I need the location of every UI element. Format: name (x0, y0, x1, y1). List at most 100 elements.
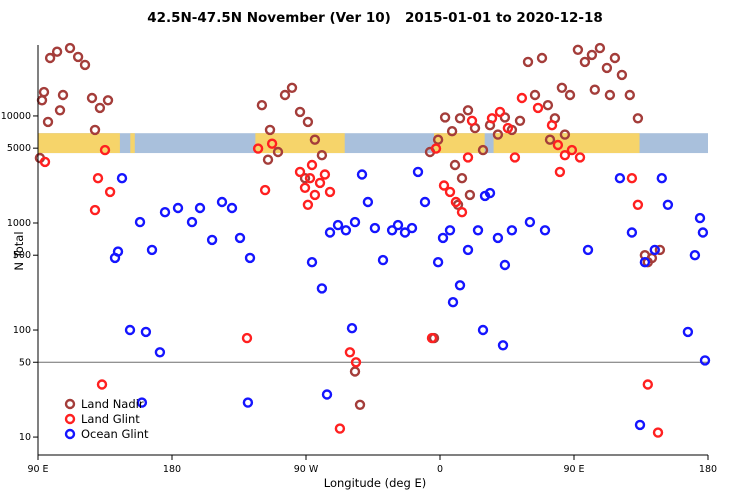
data-point (454, 280, 466, 291)
data-point (486, 113, 498, 124)
data-point (324, 227, 336, 238)
data-point (492, 129, 504, 140)
data-point (299, 182, 311, 194)
map-strip-land (38, 133, 120, 154)
data-point (472, 225, 484, 236)
data-point (356, 169, 368, 180)
data-point (146, 244, 158, 256)
data-point (516, 92, 528, 104)
data-point (601, 62, 613, 74)
data-point (159, 206, 171, 218)
data-point (344, 347, 356, 358)
data-point (262, 154, 274, 165)
data-point (430, 143, 442, 154)
data-point (38, 86, 50, 98)
data-point (226, 202, 238, 214)
data-point (319, 169, 331, 180)
data-point (556, 82, 568, 94)
data-point (140, 326, 152, 338)
data-point (552, 139, 564, 151)
data-point (386, 225, 398, 236)
data-point (502, 122, 514, 134)
data-point (369, 222, 381, 234)
data-point (194, 202, 206, 214)
data-point (699, 355, 711, 366)
data-point (544, 134, 556, 145)
data-point (89, 124, 101, 136)
data-point (649, 244, 660, 256)
data-point (96, 379, 108, 390)
data-point (419, 196, 431, 208)
data-point (309, 134, 321, 145)
data-point (349, 366, 361, 377)
data-point (499, 259, 511, 271)
data-point (309, 189, 321, 201)
data-point (44, 52, 56, 64)
data-point (272, 146, 284, 158)
legend-label: Land Nadir (81, 397, 144, 411)
data-point (579, 56, 591, 68)
data-point (124, 324, 136, 336)
data-point (586, 49, 598, 61)
data-point (616, 69, 628, 81)
data-point (252, 143, 264, 154)
data-point (154, 347, 166, 358)
data-point (324, 186, 336, 198)
data-point (316, 283, 328, 294)
data-point (542, 99, 554, 111)
map-strip-land (130, 133, 135, 154)
data-point (566, 144, 578, 156)
data-point (554, 166, 566, 178)
data-point (462, 152, 474, 163)
data-point (306, 257, 318, 268)
data-point (259, 184, 271, 196)
data-point (697, 227, 709, 238)
data-point (456, 206, 468, 218)
data-point (426, 332, 438, 344)
data-point (51, 46, 63, 57)
series-land-glint (39, 92, 664, 438)
y-tick-label: 5000 (7, 143, 31, 154)
y-tick-label: 10 (19, 432, 31, 443)
data-point (72, 51, 84, 63)
x-tick-label: 180 (699, 464, 717, 475)
legend-marker (64, 428, 76, 440)
data-point (234, 232, 246, 244)
data-point (92, 172, 104, 184)
data-point (256, 99, 268, 111)
x-tick-label: 180 (163, 464, 181, 475)
legend-marker (64, 398, 76, 410)
data-point (559, 149, 571, 161)
data-point (652, 427, 664, 438)
data-point (314, 177, 326, 189)
data-point (216, 196, 228, 208)
data-point (57, 89, 69, 101)
data-point (614, 172, 626, 184)
map-strip-land (493, 133, 640, 154)
data-point (264, 124, 276, 136)
x-tick-label: 90 E (563, 464, 584, 475)
data-point (589, 84, 600, 95)
data-point (241, 332, 253, 344)
y-tick-label: 10000 (1, 111, 31, 122)
x-tick-label: 90 W (294, 464, 319, 475)
data-point (662, 199, 674, 211)
data-point (432, 257, 444, 268)
data-point (624, 89, 635, 101)
data-point (559, 129, 571, 140)
data-point (354, 399, 366, 410)
data-point (294, 166, 306, 178)
data-point (477, 324, 489, 336)
data-point (42, 116, 54, 128)
data-point (654, 244, 666, 256)
legend-entry: Ocean Glint (64, 427, 149, 441)
series-land-nadir (34, 42, 666, 410)
data-point (89, 204, 101, 216)
data-point (102, 95, 114, 106)
data-point (514, 115, 526, 127)
data-point (321, 389, 333, 400)
data-point (104, 186, 116, 198)
data-point (642, 379, 653, 390)
data-point (689, 249, 701, 261)
